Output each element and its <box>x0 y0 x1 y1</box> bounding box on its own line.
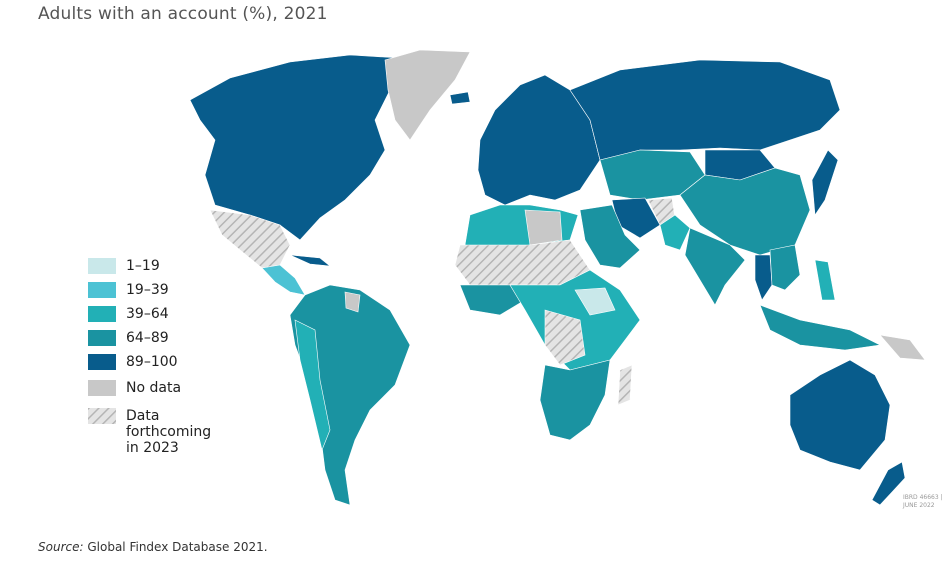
legend-label: 89–100 <box>126 354 178 370</box>
swatch-fill <box>88 330 116 346</box>
legend-item: 39–64 <box>88 306 226 322</box>
andes <box>294 319 331 451</box>
swatch-fill <box>88 258 116 274</box>
arabia <box>579 204 641 269</box>
libya <box>524 209 563 246</box>
legend-item: 19–39 <box>88 282 226 298</box>
india <box>684 227 746 306</box>
swatch-fill <box>88 408 116 424</box>
legend-label: 1–19 <box>126 258 160 274</box>
swatch-fill <box>88 282 116 298</box>
legend-swatch <box>88 408 116 424</box>
sahel <box>454 239 591 286</box>
source-prefix: Source: <box>38 540 84 554</box>
source: Source: Global Findex Database 2021. <box>38 540 268 554</box>
caribbean <box>289 254 331 267</box>
ethiopia <box>574 287 616 316</box>
south-america <box>289 284 411 506</box>
indonesia <box>759 304 881 351</box>
guianas <box>344 291 361 313</box>
legend-item: 64–89 <box>88 330 226 346</box>
iceland <box>449 91 471 105</box>
source-text: Global Findex Database 2021. <box>87 540 268 554</box>
legend-swatch <box>88 354 116 370</box>
west-africa <box>459 284 526 316</box>
legend: 1–19 19–39 39–64 64–89 89–100 No data Data for… <box>88 258 226 464</box>
southeast-asia <box>769 244 801 291</box>
legend-swatch <box>88 282 116 298</box>
legend-swatch <box>88 330 116 346</box>
map-id: IBRD 46663 | JUNE 2022 <box>903 494 943 510</box>
legend-label: 64–89 <box>126 330 169 346</box>
legend-label: Data forthcoming in 2023 <box>126 408 212 456</box>
north-america <box>189 54 401 241</box>
madagascar <box>617 364 633 406</box>
legend-label: No data <box>126 380 182 396</box>
swatch-fill <box>88 380 116 396</box>
legend-swatch <box>88 258 116 274</box>
map-title: Adults with an account (%), 2021 <box>38 4 328 24</box>
congo <box>544 309 586 366</box>
swatch-fill <box>88 306 116 322</box>
new-guinea <box>879 334 926 361</box>
china <box>679 167 811 256</box>
legend-item: No data <box>88 380 226 396</box>
philippines <box>814 259 836 301</box>
legend-item: Data forthcoming in 2023 <box>88 408 226 456</box>
legend-item: 1–19 <box>88 258 226 274</box>
map-id-line: IBRD 46663 | <box>903 494 943 501</box>
legend-label: 39–64 <box>126 306 169 322</box>
southern-africa <box>539 359 611 441</box>
legend-label: 19–39 <box>126 282 169 298</box>
map-id-line: JUNE 2022 <box>903 502 935 509</box>
japan-korea <box>811 149 839 216</box>
legend-swatch <box>88 380 116 396</box>
pakistan <box>659 214 691 251</box>
europe <box>477 74 601 206</box>
russia <box>569 59 841 161</box>
new-zealand <box>871 461 906 506</box>
legend-item: 89–100 <box>88 354 226 370</box>
legend-swatch <box>88 306 116 322</box>
greenland <box>384 49 471 141</box>
australia <box>789 359 891 471</box>
thailand <box>754 254 773 301</box>
swatch-fill <box>88 354 116 370</box>
central-america <box>261 264 306 296</box>
